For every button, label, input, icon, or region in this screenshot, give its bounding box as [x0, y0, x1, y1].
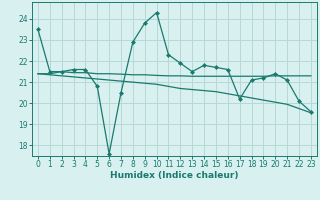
X-axis label: Humidex (Indice chaleur): Humidex (Indice chaleur) [110, 171, 239, 180]
